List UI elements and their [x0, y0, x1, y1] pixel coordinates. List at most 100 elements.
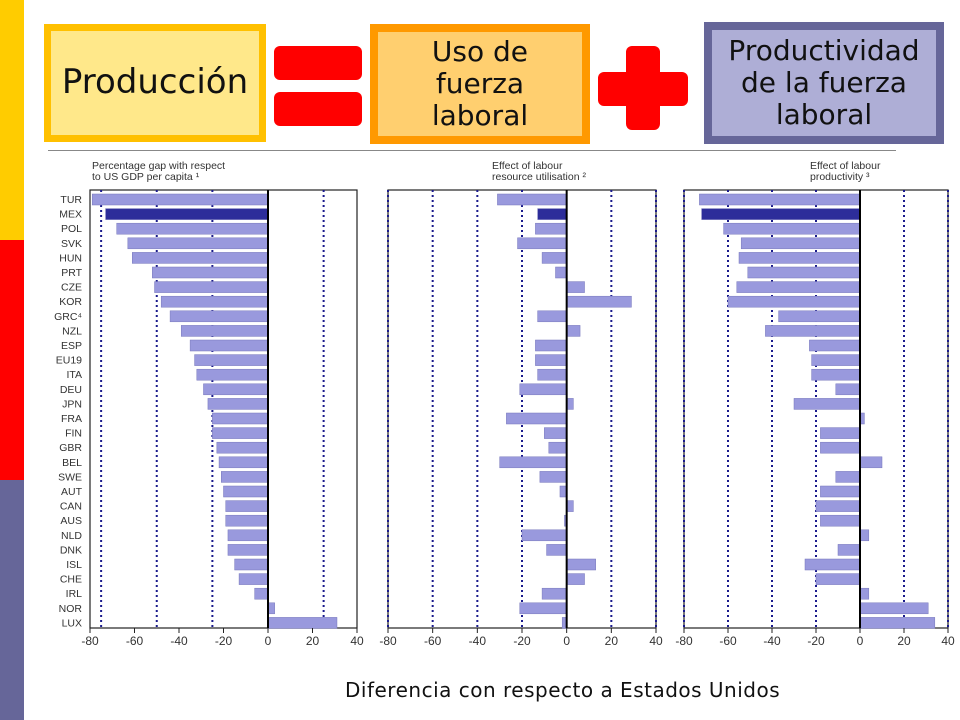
category-label: ISL — [66, 559, 82, 571]
panel3-bar-dnk — [837, 544, 861, 556]
panel3-bar-gbr — [820, 441, 861, 454]
panel1-bar-irl — [254, 587, 269, 600]
panel3-bar-mex — [701, 208, 861, 220]
panel1-bar-pol — [116, 222, 269, 235]
panel3-tick-label: -20 — [807, 634, 825, 648]
panel2-bar-nor — [519, 602, 567, 615]
panel3-bar-svk — [740, 237, 861, 250]
category-label: CZE — [61, 282, 82, 294]
panel3-bar-esp — [809, 339, 861, 352]
category-label: DNK — [60, 544, 82, 556]
panel3-bar-eu19 — [811, 354, 861, 366]
panel1-bar-fra — [212, 412, 269, 425]
accent-stripe-yellow — [0, 0, 24, 240]
panel3-bar-deu — [835, 383, 861, 396]
panel2-title-line-2: resource utilisation ² — [492, 171, 586, 183]
panel3-title-line-1: Effect of labour — [810, 160, 881, 172]
panel2-tick-label: 20 — [605, 634, 619, 648]
panel1-bar-ita — [196, 368, 269, 381]
category-label: PRT — [61, 267, 82, 279]
panel1-bar-can — [225, 500, 269, 512]
panel1-tick-label: 20 — [306, 634, 320, 648]
panel1-title-line-2: to US GDP per capita ¹ — [92, 171, 200, 183]
uso-fuerza-laboral-box: Uso de fuerza laboral — [370, 24, 590, 144]
panel2-bar-can — [566, 500, 574, 512]
panel3-bar-nld — [859, 529, 870, 542]
panel1-bar-che — [238, 573, 269, 585]
panel1-bar-swe — [221, 471, 269, 483]
panel3-bar-jpn — [793, 398, 861, 410]
panel2-tick-label: -80 — [379, 634, 397, 648]
panel1-tick-label: -80 — [81, 634, 99, 648]
panel3-tick-label: 20 — [897, 634, 911, 648]
panel2-bar-prt — [555, 266, 567, 279]
panel3-bar-fin — [820, 427, 861, 439]
produccion-label: Producción — [61, 62, 249, 103]
panel2-bar-swe — [539, 471, 567, 483]
category-label: TUR — [60, 194, 82, 206]
category-label: AUS — [60, 515, 82, 527]
panel2-bar-dnk — [546, 544, 567, 556]
panel3-bar-can — [815, 500, 861, 512]
category-label: LUX — [62, 617, 82, 629]
category-label: GRC⁴ — [54, 311, 82, 323]
panel2-bar-irl — [541, 587, 567, 600]
panel2-bar-nld — [521, 529, 567, 542]
category-label: MEX — [59, 209, 82, 221]
divider-line — [48, 150, 896, 151]
panel2-bar-aut — [559, 485, 567, 498]
panel3-bar-irl — [859, 587, 870, 600]
panel2-tick-label: 40 — [649, 634, 663, 648]
panel3-bar-swe — [835, 471, 861, 483]
panel2-bar-pol — [535, 222, 567, 235]
category-label: POL — [61, 223, 82, 235]
panel2-bar-eu19 — [535, 354, 567, 366]
panel1-bar-nor — [267, 602, 275, 615]
panel2-bar-fra — [506, 412, 567, 425]
panel3-bar-kor — [727, 295, 861, 308]
panel3-bar-nor — [859, 602, 929, 615]
category-label: FRA — [61, 413, 82, 425]
panel3-tick-label: 0 — [857, 634, 864, 648]
panel1-title-line-1: Percentage gap with respect — [92, 160, 225, 172]
category-label: SWE — [58, 471, 82, 483]
category-label: CAN — [60, 501, 82, 513]
panel2-bar-hun — [541, 252, 567, 264]
panel1-bar-hun — [132, 252, 269, 264]
panel2-bar-ita — [537, 368, 567, 381]
plus-sign-vertical — [626, 46, 660, 130]
footer-caption: Diferencia con respecto a Estados Unidos — [345, 678, 781, 702]
panel1-tick-label: 0 — [265, 634, 272, 648]
panel2-bar-bel — [499, 456, 567, 469]
panel2-bar-tur — [497, 193, 567, 206]
category-label: KOR — [59, 296, 82, 308]
productividad-label-line3: laboral — [775, 98, 873, 132]
panel3-bar-aut — [820, 485, 861, 498]
category-label: SVK — [61, 238, 82, 250]
panel1-bar-bel — [218, 456, 269, 469]
produccion-box: Producción — [44, 24, 266, 142]
panel3-bar-lux — [859, 617, 936, 629]
accent-stripe-red — [0, 240, 24, 480]
category-label: EU19 — [56, 355, 82, 367]
panel1-bar-deu — [203, 383, 269, 396]
panel2-bar-gbr — [548, 441, 567, 454]
panel3-bar-nzl — [765, 325, 861, 337]
panel3-tick-label: -80 — [675, 634, 693, 648]
uso-label-line3: laboral — [431, 99, 529, 133]
panel2-bar-svk — [517, 237, 567, 250]
panel1-bar-grc — [169, 310, 269, 323]
panel3-bar-cze — [736, 281, 861, 293]
uso-label-line1: Uso de — [431, 34, 529, 68]
panel1-bar-dnk — [227, 544, 269, 556]
panel2-bar-esp — [535, 339, 567, 352]
panel1-bar-nld — [227, 529, 269, 542]
panel1-bar-aut — [223, 485, 269, 498]
category-label: GBR — [59, 442, 82, 454]
uso-label-line2: fuerza — [435, 66, 525, 100]
panel3-tick-label: -60 — [719, 634, 737, 648]
panel2-bar-cze — [566, 281, 585, 293]
panel3-bar-isl — [804, 558, 861, 571]
panel1-bar-esp — [189, 339, 269, 352]
